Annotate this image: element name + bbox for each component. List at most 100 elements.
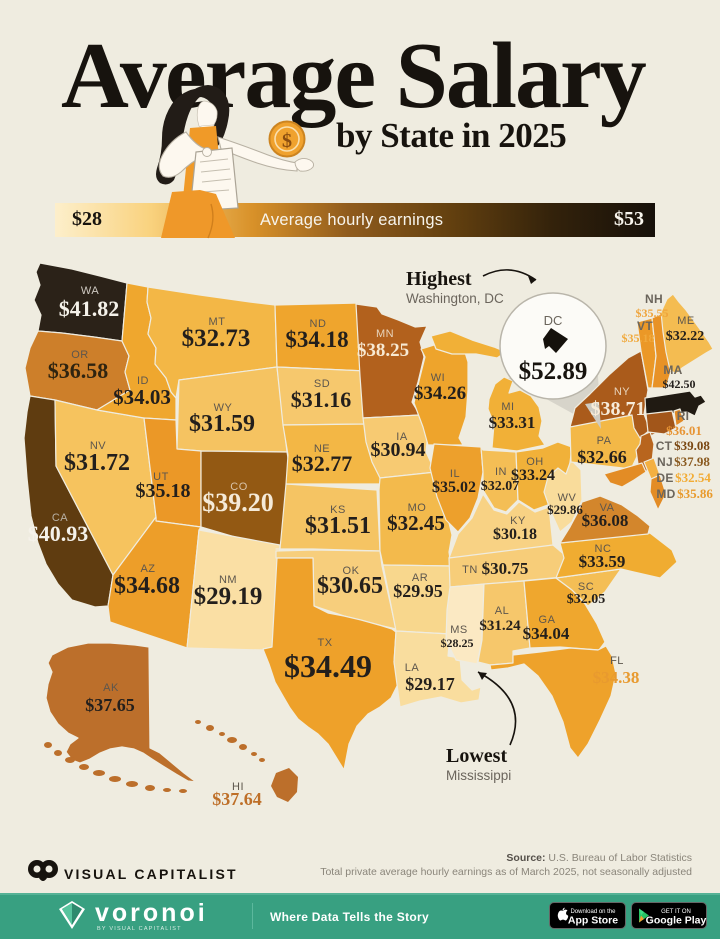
svg-text:OK: OK [343,565,360,577]
svg-text:$31.59: $31.59 [189,411,255,437]
svg-text:PA: PA [597,435,612,447]
svg-text:Highest: Highest [406,268,472,290]
svg-text:AZ: AZ [140,563,155,575]
svg-text:$36.58: $36.58 [48,358,109,383]
svg-text:$30.75: $30.75 [482,559,529,578]
svg-text:LA: LA [405,662,420,674]
svg-text:RI: RI [677,409,690,423]
svg-text:$35.18: $35.18 [622,331,655,345]
svg-text:CO: CO [230,481,248,493]
svg-text:WY: WY [214,402,233,414]
svg-text:MI: MI [501,401,514,413]
svg-text:AR: AR [412,572,428,584]
svg-text:$34.38: $34.38 [593,668,640,687]
svg-text:NV: NV [90,440,106,452]
svg-text:Lowest: Lowest [446,745,507,767]
svg-text:WV: WV [558,492,577,504]
svg-text:NH: NH [645,292,663,306]
svg-text:KY: KY [510,515,526,527]
svg-text:App Store: App Store [568,915,618,927]
svg-text:AL: AL [495,605,509,617]
svg-text:GA: GA [539,614,556,626]
svg-text:HI: HI [232,781,244,793]
svg-text:IL: IL [450,468,460,480]
svg-text:$29.17: $29.17 [405,674,455,694]
svg-text:KS: KS [330,504,346,516]
svg-text:CA: CA [52,512,68,524]
svg-text:$32.73: $32.73 [182,325,251,352]
svg-text:$29.19: $29.19 [194,583,263,610]
svg-text:$30.94: $30.94 [371,439,426,461]
svg-text:OH: OH [526,456,544,468]
svg-text:ME: ME [677,315,695,327]
svg-text:NC: NC [595,543,612,555]
svg-text:$32.66: $32.66 [577,447,627,467]
svg-text:$32.05: $32.05 [567,592,606,607]
svg-text:$39.20: $39.20 [202,488,274,517]
svg-text:ND: ND [310,318,327,330]
svg-text:$34.03: $34.03 [113,385,171,409]
svg-text:$32.45: $32.45 [387,511,445,535]
svg-text:Download on the: Download on the [570,909,616,915]
svg-text:VT: VT [637,319,653,333]
svg-text:$34.04: $34.04 [523,624,570,643]
svg-text:$35.86: $35.86 [677,486,713,501]
svg-text:$41.82: $41.82 [59,296,120,321]
svg-text:$30.65: $30.65 [317,573,383,599]
svg-text:Washington, DC: Washington, DC [406,291,504,306]
svg-text:$36.08: $36.08 [582,511,629,530]
svg-text:OR: OR [71,349,89,361]
svg-text:TN: TN [462,564,478,576]
svg-text:MS: MS [450,624,468,636]
svg-text:$34.49: $34.49 [284,648,372,684]
svg-text:$37.98: $37.98 [674,454,710,469]
svg-text:MO: MO [408,502,427,514]
svg-text:$35.55: $35.55 [636,306,669,320]
svg-text:$33.24: $33.24 [511,467,555,484]
svg-text:$32.22: $32.22 [666,329,705,344]
svg-text:DE: DE [656,471,673,485]
svg-text:$31.24: $31.24 [479,618,521,634]
svg-text:GET IT ON: GET IT ON [661,909,691,915]
svg-text:$40.93: $40.93 [28,521,89,546]
svg-text:$37.65: $37.65 [85,695,135,715]
svg-text:TX: TX [317,637,332,649]
svg-text:VA: VA [600,502,615,514]
svg-text:ID: ID [137,375,149,387]
svg-text:$34.18: $34.18 [285,327,348,352]
svg-text:WA: WA [81,285,99,297]
svg-text:FL: FL [610,655,624,667]
svg-text:NY: NY [614,386,630,398]
svg-text:$33.59: $33.59 [579,552,626,571]
svg-text:$: $ [282,130,292,152]
svg-text:$29.95: $29.95 [393,581,443,601]
svg-text:$34.26: $34.26 [414,383,466,404]
svg-text:$31.72: $31.72 [64,450,130,476]
svg-text:$34.68: $34.68 [114,573,180,599]
svg-text:DC: DC [544,313,563,328]
svg-text:$42.50: $42.50 [663,377,696,391]
svg-text:AK: AK [103,682,119,694]
svg-text:$32.54: $32.54 [675,470,711,485]
svg-text:WI: WI [431,372,445,384]
svg-text:Google Play: Google Play [646,915,707,927]
svg-text:IA: IA [396,431,408,443]
svg-text:$35.02: $35.02 [432,479,476,496]
svg-text:$38.71: $38.71 [591,398,646,420]
svg-text:$32.77: $32.77 [292,451,353,476]
svg-text:$29.86: $29.86 [547,502,583,517]
svg-text:$35.18: $35.18 [136,480,191,502]
svg-text:$32.07: $32.07 [481,479,520,494]
svg-text:CT: CT [656,439,673,453]
svg-text:MT: MT [209,316,226,328]
svg-text:$30.18: $30.18 [493,526,537,543]
svg-text:NM: NM [219,574,237,586]
svg-text:$31.51: $31.51 [305,513,371,539]
svg-text:Mississippi: Mississippi [446,768,511,783]
svg-text:MA: MA [663,363,682,377]
svg-text:$36.01: $36.01 [666,423,702,438]
svg-text:MN: MN [376,328,394,340]
svg-text:SD: SD [314,378,330,390]
svg-text:SC: SC [578,581,594,593]
svg-text:$39.08: $39.08 [674,438,710,453]
